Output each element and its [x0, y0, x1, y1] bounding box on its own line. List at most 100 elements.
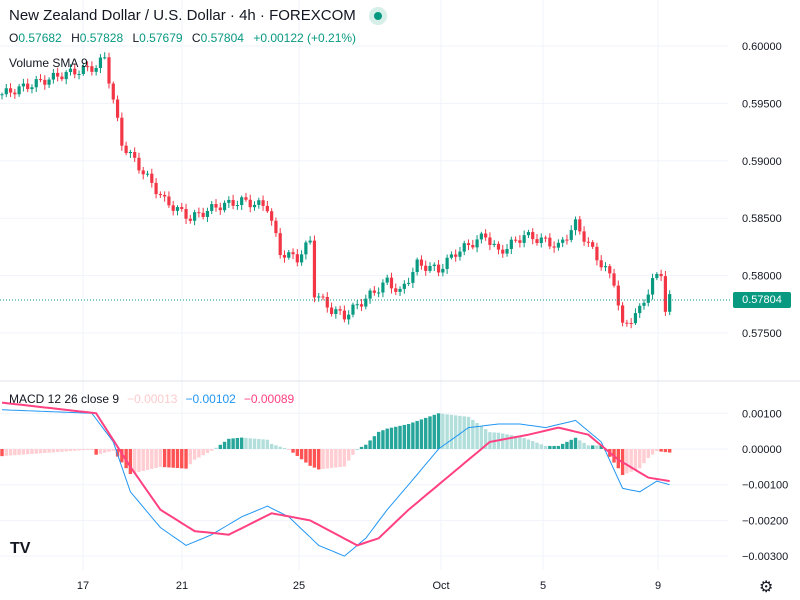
- macd-histogram-bar: [205, 449, 210, 454]
- candle-body: [586, 241, 590, 243]
- macd-histogram-bar: [13, 449, 17, 456]
- candle-body: [663, 276, 667, 312]
- macd-histogram-bar: [556, 445, 561, 449]
- macd-histogram-bar: [488, 432, 492, 449]
- macd-histogram-bar: [214, 447, 218, 449]
- macd-histogram-bar: [522, 438, 526, 449]
- macd-histogram-bar: [184, 449, 188, 469]
- candle-body: [141, 170, 145, 175]
- macd-histogram-bar: [667, 449, 672, 453]
- candle-body: [621, 305, 625, 323]
- candle-body: [137, 157, 141, 171]
- macd-histogram-bar: [30, 449, 34, 454]
- macd-histogram-bar: [334, 449, 338, 468]
- macd-histogram-bar: [222, 441, 227, 449]
- macd-value: −0.00102: [185, 392, 236, 406]
- candle-body: [68, 68, 73, 73]
- candle-body: [633, 313, 638, 324]
- candle-body: [398, 288, 402, 292]
- market-status-icon[interactable]: [373, 11, 382, 20]
- macd-histogram-bar: [372, 436, 377, 449]
- macd-histogram-bar: [252, 438, 257, 449]
- candle-body: [642, 302, 646, 306]
- macd-histogram-bar: [132, 449, 137, 473]
- candle-body: [608, 266, 612, 274]
- candle-body: [424, 265, 428, 271]
- macd-histogram-bar: [509, 435, 514, 449]
- macd-histogram-bar: [483, 429, 488, 449]
- candle-body: [124, 145, 128, 154]
- candle-body: [402, 283, 406, 289]
- macd-histogram-bar: [4, 449, 8, 456]
- candle-body: [668, 294, 672, 312]
- candle-body: [8, 88, 13, 93]
- macd-histogram-bar: [85, 449, 90, 450]
- time-axis-tick: 9: [655, 580, 661, 592]
- candle-body: [466, 243, 471, 246]
- candle-body: [462, 243, 466, 252]
- candle-body: [377, 292, 381, 294]
- macd-histogram-bar: [17, 449, 21, 455]
- candle-body: [107, 57, 111, 84]
- macd-histogram-bar: [346, 449, 351, 461]
- candle-body: [244, 197, 248, 200]
- macd-histogram-bar: [590, 445, 595, 449]
- candle-body: [364, 298, 368, 307]
- macd-histogram-bar: [505, 434, 509, 449]
- time-axis-tick: Oct: [432, 580, 449, 592]
- macd-histogram-bar: [569, 439, 573, 449]
- candle-body: [248, 199, 252, 208]
- macd-histogram-bar: [642, 449, 646, 464]
- candle-body: [488, 237, 492, 245]
- candle-body: [188, 218, 192, 221]
- candle-body: [629, 323, 633, 325]
- candle-body: [381, 282, 385, 293]
- candle-body: [227, 199, 231, 203]
- macd-histogram-bar: [103, 449, 107, 453]
- macd-histogram-bar: [501, 433, 505, 449]
- candle-body: [38, 79, 43, 81]
- macd-histogram-bar: [282, 448, 287, 450]
- candle-body: [265, 205, 269, 212]
- macd-histogram-bar: [81, 449, 86, 451]
- macd-histogram-bar: [633, 449, 638, 471]
- candle-body: [60, 76, 64, 80]
- candle-body: [193, 212, 197, 221]
- candle-body: [539, 237, 543, 244]
- macd-histogram-bar: [317, 449, 321, 470]
- signal-line: [1, 401, 670, 547]
- macd-histogram-bar: [539, 444, 543, 449]
- macd-legend[interactable]: MACD 12 26 close 9 −0.00013 −0.00102 −0.000…: [9, 392, 302, 406]
- tradingview-logo[interactable]: TV: [10, 540, 31, 557]
- macd-histogram-bar: [368, 440, 372, 449]
- low-label: L: [132, 31, 140, 45]
- candle-body: [484, 233, 488, 238]
- macd-histogram-bar: [38, 449, 43, 454]
- macd-histogram-bar: [304, 449, 308, 463]
- candle-body: [17, 86, 21, 95]
- macd-histogram-bar: [47, 449, 51, 453]
- macd-histogram-bar: [646, 449, 650, 458]
- macd-histogram-bar: [192, 449, 197, 460]
- candle-body: [389, 277, 394, 289]
- candle-body: [321, 296, 325, 298]
- macd-histogram-bar: [51, 449, 56, 453]
- macd-histogram-bar: [475, 422, 479, 449]
- ohlc-legend: O0.57682 H0.57828 L0.57679 C0.57804 +0.0…: [9, 31, 362, 45]
- current-price-label: 0.57804: [733, 292, 791, 308]
- candle-body: [368, 290, 372, 299]
- candle-body: [26, 83, 30, 90]
- settings-gear-icon[interactable]: ⚙: [759, 579, 774, 596]
- macd-histogram-bar: [663, 449, 668, 453]
- macd-histogram-bar: [321, 449, 325, 469]
- macd-histogram-bar: [77, 449, 81, 451]
- macd-histogram-bar: [471, 419, 475, 449]
- high-value: 0.57828: [79, 31, 124, 45]
- macd-histogram-bar: [265, 439, 270, 449]
- macd-histogram-bar: [325, 449, 329, 469]
- macd-histogram-bar: [60, 449, 64, 452]
- candle-body: [394, 288, 398, 292]
- symbol-title[interactable]: New Zealand Dollar / U.S. Dollar · 4h · …: [9, 7, 356, 24]
- volume-legend[interactable]: Volume SMA 9: [9, 56, 88, 70]
